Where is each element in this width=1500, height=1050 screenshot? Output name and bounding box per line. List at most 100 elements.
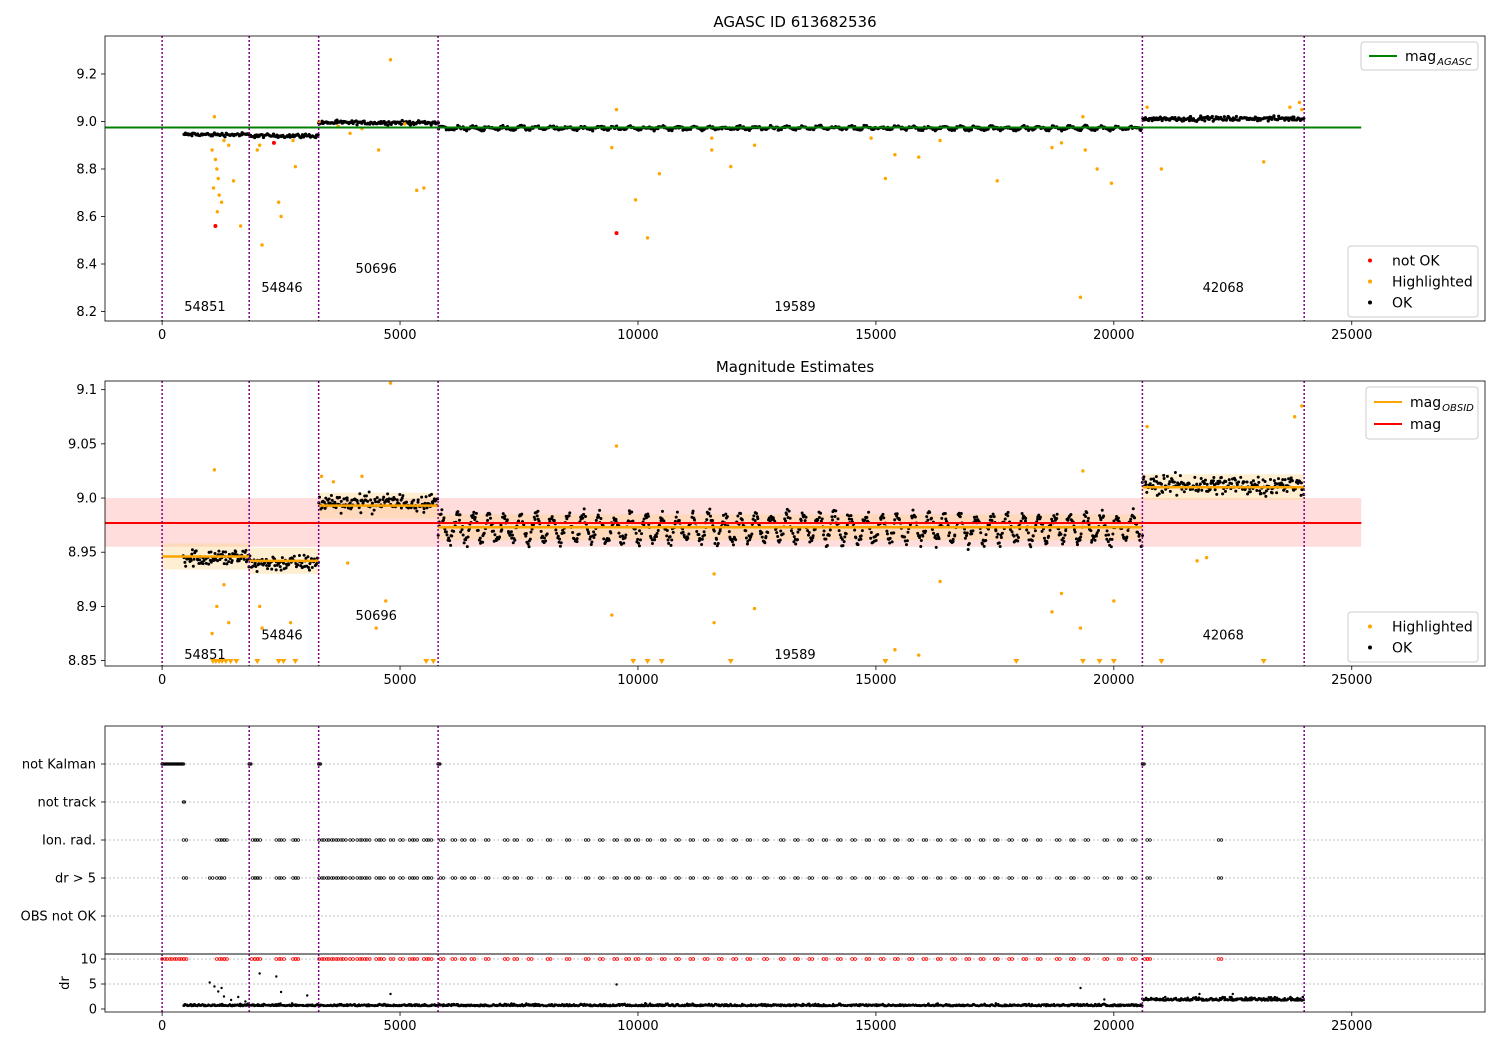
ok-point xyxy=(537,519,541,523)
flag-marker xyxy=(615,838,619,842)
flag-marker xyxy=(515,876,519,880)
ok-point xyxy=(503,517,507,521)
ok-point xyxy=(582,512,586,516)
ok-point xyxy=(700,543,704,547)
ok-point xyxy=(554,528,558,532)
ok-point xyxy=(387,499,391,503)
ok-point xyxy=(660,517,664,521)
ok-point xyxy=(991,512,995,516)
ok-point xyxy=(1055,517,1059,521)
flag-marker xyxy=(567,838,572,842)
flag-marker xyxy=(506,838,510,842)
ok-point xyxy=(670,538,674,542)
ok-point xyxy=(1063,533,1067,537)
ok-point xyxy=(785,512,789,516)
flag-marker xyxy=(645,876,650,880)
flag-marker xyxy=(296,838,300,842)
flag-marker xyxy=(1134,838,1138,842)
highlighted-point xyxy=(1050,610,1054,614)
ok-point xyxy=(715,537,719,541)
ok-point xyxy=(1082,519,1086,523)
x-tick-label: 10000 xyxy=(617,673,658,688)
ok-point xyxy=(892,531,896,535)
flag-marker xyxy=(598,838,602,842)
ok-point xyxy=(948,531,952,535)
ok-point xyxy=(558,537,562,541)
flag-marker xyxy=(293,838,297,842)
ok-point xyxy=(400,496,404,500)
flag-marker xyxy=(779,838,783,842)
flag-marker xyxy=(636,838,641,842)
flag-marker xyxy=(793,876,797,880)
flag-marker xyxy=(839,838,843,842)
highlighted-point xyxy=(752,143,757,147)
not-ok-point xyxy=(213,224,218,228)
flag-marker xyxy=(810,838,814,842)
ok-point xyxy=(971,529,975,533)
flag-marker xyxy=(705,838,710,842)
ok-point xyxy=(1263,480,1267,484)
ok-point xyxy=(1061,536,1065,540)
ok-point xyxy=(869,536,873,540)
ok-point xyxy=(244,548,248,552)
ok-point xyxy=(1270,117,1274,121)
ok-point xyxy=(984,533,988,537)
ok-point xyxy=(660,509,664,513)
ok-point xyxy=(911,508,915,512)
ok-point xyxy=(937,537,941,541)
ok-point xyxy=(867,510,871,514)
ok-point xyxy=(750,532,754,536)
flag-marker xyxy=(779,876,783,880)
clipped-marker xyxy=(1096,659,1103,664)
legend-box xyxy=(1360,41,1479,71)
ok-point xyxy=(1164,487,1168,491)
ok-point xyxy=(323,506,327,510)
ok-point xyxy=(310,565,314,569)
highlighted-point xyxy=(216,176,220,181)
flag-row-label: not track xyxy=(37,796,96,811)
highlighted-point xyxy=(345,561,350,565)
highlighted-point xyxy=(883,176,888,181)
flag-marker xyxy=(921,838,926,842)
y-tick-label: 8.4 xyxy=(76,258,97,273)
ok-point xyxy=(1129,517,1133,521)
flag-marker xyxy=(624,838,628,842)
ok-point xyxy=(953,533,957,537)
highlighted-point xyxy=(938,138,942,143)
clipped-marker xyxy=(1013,659,1020,664)
ok-point xyxy=(221,550,225,554)
ok-point xyxy=(766,531,770,535)
ok-point xyxy=(307,568,311,572)
y-tick-label: 9.05 xyxy=(68,437,97,452)
ok-point xyxy=(342,497,346,501)
ok-point xyxy=(1066,518,1070,522)
highlighted-point xyxy=(917,653,921,657)
legend-subscript: OBSID xyxy=(1442,403,1474,414)
legend-label: mag xyxy=(1410,395,1441,411)
flag-marker xyxy=(567,876,572,880)
flag-marker xyxy=(391,838,396,842)
flag-marker xyxy=(807,838,811,842)
ok-point xyxy=(925,515,929,519)
ok-point xyxy=(304,556,308,560)
legend-dot-marker xyxy=(1368,624,1372,629)
flag-marker xyxy=(950,838,954,842)
ok-point xyxy=(707,511,711,515)
ok-point xyxy=(1025,528,1029,532)
flag-marker xyxy=(1116,876,1121,880)
ok-point xyxy=(637,544,641,548)
flag-marker xyxy=(472,876,477,880)
flag-marker xyxy=(487,876,491,880)
flag-marker xyxy=(218,876,222,880)
ok-point xyxy=(345,498,349,502)
ok-point xyxy=(1200,488,1204,492)
flag-marker xyxy=(374,838,378,842)
ok-point xyxy=(847,517,851,521)
flag-marker xyxy=(472,838,477,842)
ok-point xyxy=(447,536,451,540)
x-tick-label: 15000 xyxy=(855,673,896,688)
ok-point xyxy=(1270,491,1274,495)
ok-point xyxy=(422,507,426,511)
ok-point xyxy=(796,530,800,534)
flag-marker xyxy=(953,876,957,880)
